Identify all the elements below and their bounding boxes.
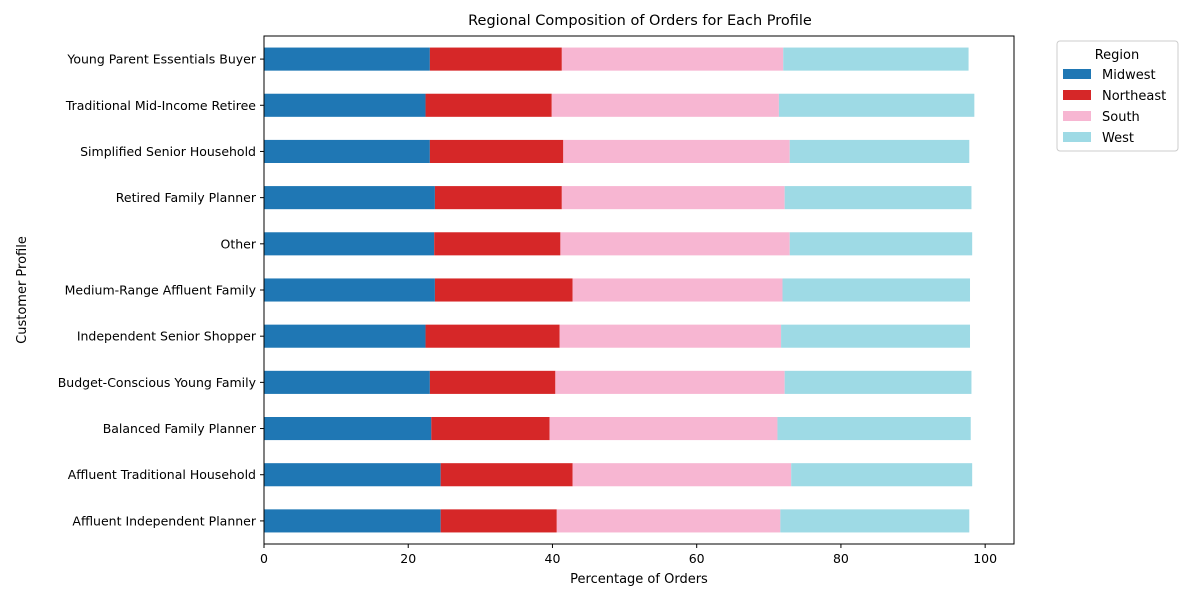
bar-segment-west — [780, 509, 970, 533]
bar-segment-south — [555, 370, 785, 394]
y-tick-label: Retired Family Planner — [116, 190, 257, 205]
bar-segment-northeast — [425, 93, 552, 117]
bar-segment-west — [789, 139, 970, 163]
bar-segment-northeast — [429, 370, 556, 394]
x-tick-label: 0 — [260, 551, 268, 566]
legend-label-midwest: Midwest — [1102, 68, 1156, 83]
x-tick-label: 20 — [400, 551, 416, 566]
x-axis: 0 20 40 60 80 100 — [260, 544, 997, 566]
bar-segment-south — [551, 93, 779, 117]
y-tick-label: Balanced Family Planner — [103, 421, 257, 436]
y-tick-label: Affluent Independent Planner — [72, 513, 256, 528]
y-tick-label: Affluent Traditional Household — [68, 467, 256, 482]
bar-segment-midwest — [264, 463, 441, 487]
legend-swatch-northeast — [1063, 90, 1091, 100]
y-axis-label: Customer Profile — [15, 236, 30, 344]
y-tick-label: Simplified Senior Household — [80, 144, 256, 159]
bar-segment-south — [561, 47, 784, 71]
y-tick-label: Traditional Mid-Income Retiree — [65, 98, 256, 113]
y-tick-label: Medium-Range Affluent Family — [65, 283, 257, 298]
bar-segment-midwest — [264, 278, 435, 302]
bar-segment-northeast — [434, 232, 561, 256]
bar-segment-northeast — [434, 186, 562, 210]
bar-segment-west — [777, 417, 971, 441]
bar-segment-south — [559, 324, 782, 348]
legend-swatch-midwest — [1063, 69, 1091, 79]
bar-segment-west — [789, 232, 973, 256]
bar-segment-northeast — [440, 509, 557, 533]
y-tick-label: Independent Senior Shopper — [77, 329, 257, 344]
bar-segment-south — [556, 509, 781, 533]
legend-frame — [1056, 40, 1179, 152]
legend: Region Midwest Northeast South West — [1056, 40, 1179, 152]
x-axis-label: Percentage of Orders — [570, 572, 708, 587]
x-tick-label: 80 — [833, 551, 849, 566]
bar-segment-midwest — [264, 186, 435, 210]
chart-title: Regional Composition of Orders for Each … — [468, 13, 812, 29]
bar-segment-west — [791, 463, 973, 487]
bar-segment-northeast — [425, 324, 560, 348]
bar-segment-northeast — [440, 463, 573, 487]
bar-segment-south — [561, 186, 785, 210]
y-tick-label: Young Parent Essentials Buyer — [66, 52, 256, 67]
bar-segment-south — [549, 417, 778, 441]
bar-segment-south — [563, 139, 790, 163]
y-tick-label: Budget-Conscious Young Family — [58, 375, 257, 390]
x-tick-label: 100 — [973, 551, 997, 566]
bar-segment-west — [783, 47, 969, 71]
bar-segment-midwest — [264, 417, 432, 441]
bar-segment-midwest — [264, 232, 435, 256]
bar-segment-northeast — [429, 139, 564, 163]
bar-segment-northeast — [434, 278, 573, 302]
legend-title: Region — [1095, 48, 1140, 63]
legend-label-northeast: Northeast — [1102, 89, 1166, 104]
bar-segment-midwest — [264, 324, 426, 348]
legend-label-south: South — [1102, 110, 1140, 125]
bar-segment-west — [784, 186, 972, 210]
bar-segment-midwest — [264, 47, 430, 71]
bar-segment-south — [572, 278, 783, 302]
x-tick-label: 60 — [689, 551, 705, 566]
bar-segment-west — [781, 324, 971, 348]
bar-segment-midwest — [264, 139, 430, 163]
legend-label-west: West — [1102, 131, 1134, 146]
y-axis: Affluent Independent Planner Affluent Tra… — [58, 52, 264, 528]
bar-segment-west — [782, 278, 971, 302]
bar-segment-south — [572, 463, 792, 487]
legend-items: Midwest Northeast South West — [1063, 68, 1166, 146]
legend-swatch-south — [1063, 111, 1091, 121]
bar-segment-northeast — [429, 47, 562, 71]
x-tick-label: 40 — [545, 551, 561, 566]
bar-segment-midwest — [264, 509, 441, 533]
bar-segment-midwest — [264, 370, 430, 394]
y-tick-label: Other — [221, 236, 257, 251]
bars-group — [264, 47, 975, 533]
bar-segment-northeast — [431, 417, 550, 441]
legend-swatch-west — [1063, 132, 1091, 142]
bar-segment-midwest — [264, 93, 426, 117]
bar-segment-west — [784, 370, 972, 394]
bar-segment-west — [778, 93, 975, 117]
bar-segment-south — [560, 232, 790, 256]
